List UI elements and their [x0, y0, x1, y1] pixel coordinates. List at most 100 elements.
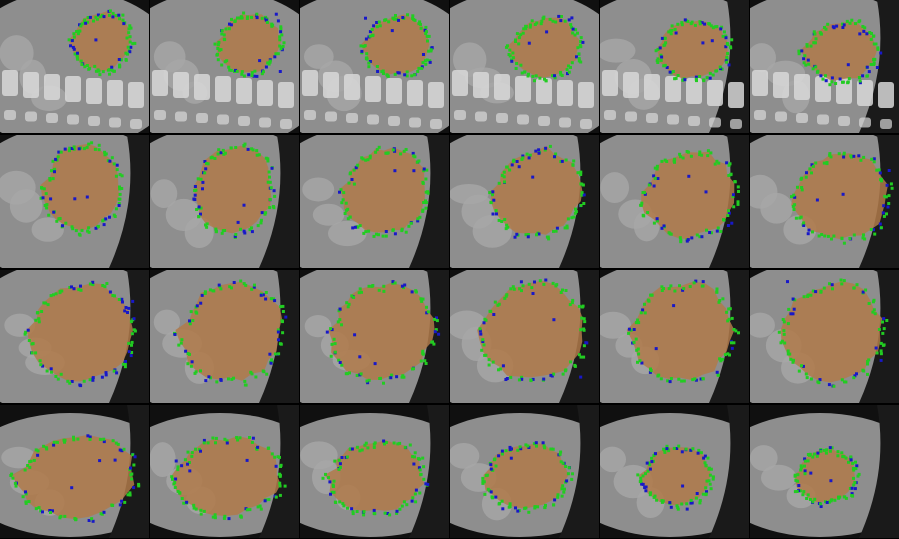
- contour-markers: [359, 13, 434, 78]
- contour-markers: [192, 142, 277, 239]
- liver-segmentation-overlay: [657, 20, 729, 79]
- ct-slice-image: [150, 0, 299, 133]
- ct-slice-image: [150, 135, 299, 268]
- ct-slice-tile: [300, 270, 449, 403]
- contour-markers: [67, 9, 137, 77]
- organ-region: [472, 214, 512, 248]
- liver-segmentation-overlay: [626, 282, 735, 381]
- contour-markers: [23, 280, 137, 388]
- organ-region: [600, 311, 631, 339]
- contour-markers: [790, 151, 894, 245]
- ct-slice-tile: [150, 405, 299, 538]
- ct-slice-image: [150, 405, 299, 538]
- organ-region: [150, 179, 178, 208]
- ct-slice-tile: [450, 0, 599, 133]
- ct-slice-tile: [150, 0, 299, 133]
- spine-vertebrae: [152, 70, 294, 129]
- liver-segmentation-overlay: [68, 11, 132, 72]
- ct-slice-tile: [150, 135, 299, 268]
- organ-region: [750, 43, 776, 73]
- contour-markers: [325, 280, 441, 385]
- liver-segmentation-overlay: [490, 145, 583, 235]
- ct-slice-image: [750, 0, 899, 133]
- lung-region: [259, 405, 299, 538]
- liver-segmentation-overlay: [193, 145, 272, 234]
- liver-segmentation-overlay: [11, 434, 135, 519]
- liver-segmentation-overlay: [26, 283, 134, 382]
- ct-slice-image: [0, 0, 149, 133]
- ct-slice-image: [750, 135, 899, 268]
- liver-segmentation-overlay: [175, 281, 282, 381]
- organ-region: [450, 442, 480, 469]
- ct-slice-tile: [600, 270, 749, 403]
- organ-region: [150, 442, 176, 478]
- contour-markers: [9, 434, 141, 523]
- ct-slice-tile: [0, 135, 149, 268]
- ct-slice-tile: [600, 0, 749, 133]
- lung-region: [709, 405, 749, 538]
- lung-region: [259, 135, 299, 268]
- organ-region: [600, 38, 636, 63]
- ct-slice-image: [600, 135, 749, 268]
- contour-markers: [636, 444, 715, 511]
- ct-slice-image: [600, 405, 749, 538]
- liver-segmentation-overlay: [40, 143, 119, 231]
- organ-region: [1, 446, 36, 469]
- organ-region: [750, 312, 775, 338]
- contour-markers: [481, 441, 574, 514]
- spine-vertebrae: [2, 70, 144, 129]
- ct-slice-tile: [750, 135, 899, 268]
- ct-slice-tile: [0, 0, 149, 133]
- organ-region: [153, 309, 181, 335]
- ct-slice-image: [750, 270, 899, 403]
- ct-slice-image: [300, 405, 449, 538]
- contour-markers: [488, 144, 586, 241]
- organ-region: [312, 203, 345, 226]
- organ-region: [31, 217, 64, 242]
- liver-segmentation-overlay: [780, 281, 883, 383]
- liver-segmentation-overlay: [791, 153, 888, 240]
- contour-markers: [639, 149, 740, 244]
- organ-region: [600, 172, 630, 204]
- ct-slice-image: [600, 0, 749, 133]
- ct-slice-tile: [0, 405, 149, 538]
- ct-slice-image: [450, 0, 599, 133]
- ct-slice-tile: [300, 135, 449, 268]
- organ-region: [302, 177, 335, 202]
- liver-segmentation-overlay: [483, 443, 569, 509]
- ct-slice-tile: [450, 270, 599, 403]
- contour-markers: [478, 278, 589, 383]
- contour-markers: [170, 436, 287, 521]
- organ-region: [9, 189, 43, 223]
- lung-region: [859, 405, 899, 538]
- ct-slice-image: [600, 270, 749, 403]
- liver-segmentation-overlay: [507, 17, 579, 78]
- ct-slice-tile: [450, 405, 599, 538]
- ct-slice-tile: [600, 405, 749, 538]
- liver-segmentation-overlay: [641, 151, 735, 240]
- lung-region: [559, 405, 599, 538]
- contour-markers: [213, 11, 286, 78]
- spine-vertebrae: [752, 70, 894, 129]
- spine-vertebrae: [602, 70, 744, 129]
- liver-segmentation-overlay: [477, 280, 583, 378]
- ct-slice-image: [300, 135, 449, 268]
- organ-region: [750, 445, 778, 471]
- ct-slice-tile: [600, 135, 749, 268]
- ct-slice-tile: [450, 135, 599, 268]
- ct-slice-image: [150, 270, 299, 403]
- ct-slice-image: [0, 135, 149, 268]
- ct-slice-tile: [750, 405, 899, 538]
- spine-vertebrae: [302, 70, 444, 129]
- organ-region: [304, 315, 332, 338]
- contour-markers: [39, 141, 124, 237]
- contour-markers: [777, 278, 889, 388]
- liver-segmentation-overlay: [800, 21, 878, 81]
- ct-slice-image: [0, 405, 149, 538]
- liver-segmentation-overlay: [215, 14, 281, 73]
- lung-region: [409, 135, 449, 268]
- contour-markers: [627, 279, 740, 384]
- contour-markers: [321, 439, 430, 517]
- ct-slice-image: [300, 270, 449, 403]
